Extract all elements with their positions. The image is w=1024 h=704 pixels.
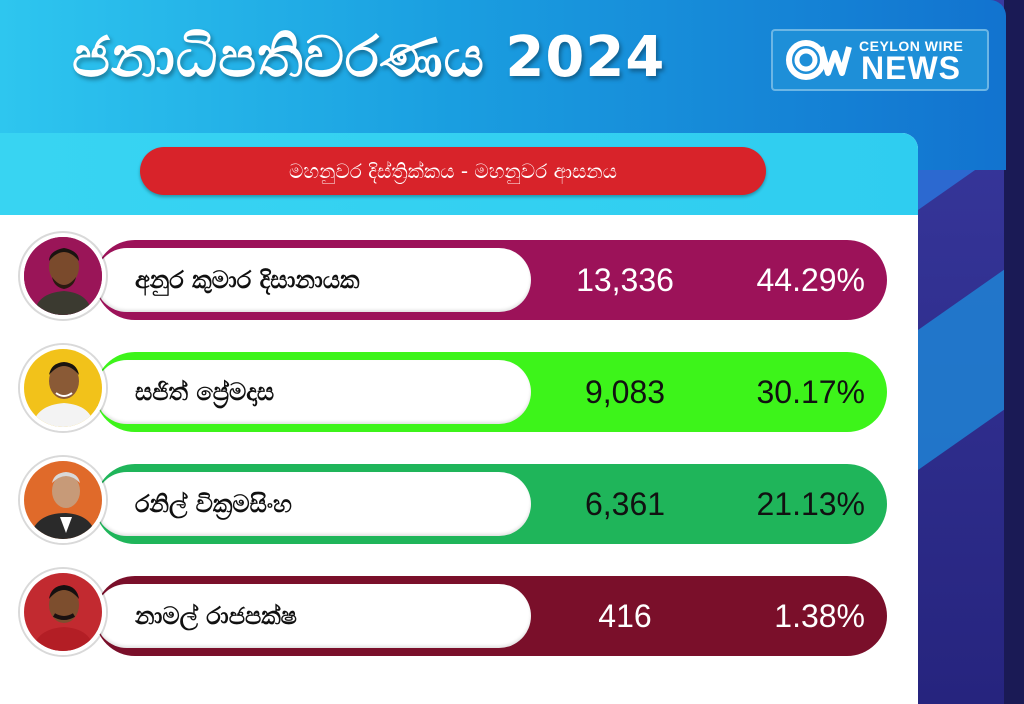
avatar-ranil [20,457,106,543]
candidate-row: රනිල් වික්‍රමසිංහ 6,361 21.13% [95,464,887,544]
candidate-row: නාමල් රාජපක්ෂ 416 1.38% [95,576,887,656]
candidate-percent: 21.13% [756,486,865,522]
candidate-name: සජිත් ප්‍රේමදාස [135,378,275,406]
avatar-anura [20,233,106,319]
candidate-name: රනිල් වික්‍රමසිංහ [135,490,292,518]
name-pill: රනිල් වික්‍රමසිංහ [95,472,531,536]
logo-bottom-text: NEWS [861,50,961,86]
cw-logo-icon [786,40,852,80]
avatar-namal [20,569,106,655]
candidate-votes: 416 [598,598,652,634]
decorative-shadow [1004,0,1024,704]
candidate-votes: 13,336 [576,262,674,298]
candidate-percent: 30.17% [756,374,865,410]
logo-top-text: CEYLON WIRE [859,38,964,54]
candidate-votes: 6,361 [584,486,666,522]
page-title: ජනාධිපතිවරණය 2024 [72,25,666,90]
name-pill: අනුර කුමාර දිසානායක [95,248,531,312]
brand-logo: CEYLON WIRE NEWS [771,29,989,91]
subtitle: මහනුවර දිස්ත්‍රික්කය - මහනුවර ආසනය [140,147,766,195]
candidate-row: අනුර කුමාර දිසානායක 13,336 44.29% [95,240,887,320]
name-pill: සජිත් ප්‍රේමදාස [95,360,531,424]
name-pill: නාමල් රාජපක්ෂ [95,584,531,648]
candidate-percent: 1.38% [774,598,865,634]
candidate-votes: 9,083 [584,374,666,410]
candidate-percent: 44.29% [756,262,865,298]
candidate-name: අනුර කුමාර දිසානායක [135,266,360,294]
avatar-sajith [20,345,106,431]
candidate-name: නාමල් රාජපක්ෂ [135,602,297,630]
candidate-row: සජිත් ප්‍රේමදාස 9,083 30.17% [95,352,887,432]
